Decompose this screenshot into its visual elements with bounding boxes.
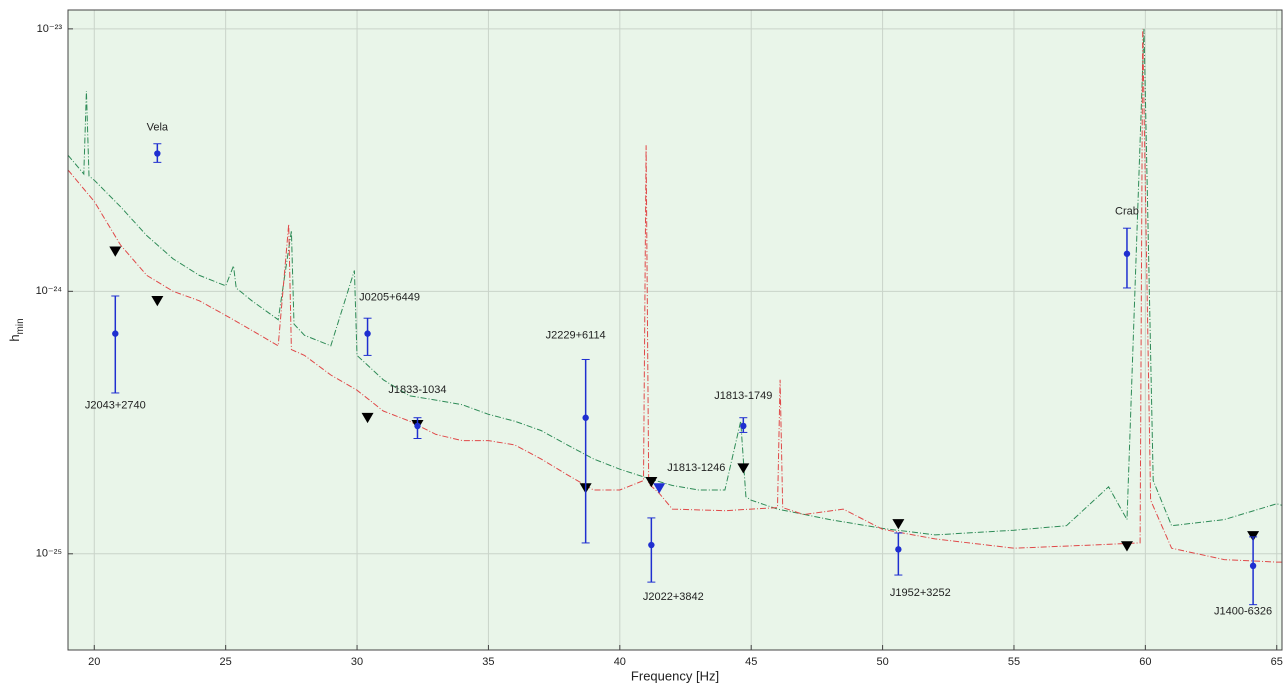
x-tick-label: 35	[482, 656, 494, 668]
x-axis-label: Frequency [Hz]	[631, 668, 719, 683]
pulsar-point	[740, 422, 747, 430]
pulsar-label: Vela	[147, 121, 169, 133]
upper-limit	[653, 483, 666, 494]
y-axis-label-sub: min	[15, 318, 26, 334]
upper-limit	[892, 519, 905, 530]
y-tick-label: 10⁻²³	[37, 23, 63, 35]
pulsar-label: J1813-1749	[714, 390, 772, 402]
upper-limit	[361, 412, 374, 424]
pulsar-label: J1952+3252	[890, 587, 951, 599]
pulsar-point	[895, 546, 902, 553]
upper-limit	[151, 296, 164, 307]
pulsar-label: J0205+6449	[359, 292, 420, 304]
plot-area	[68, 10, 1282, 650]
y-tick-label: 10⁻²⁵	[36, 548, 62, 560]
pulsar-point	[154, 150, 161, 157]
pulsar-point	[582, 414, 589, 421]
grid	[68, 10, 1282, 650]
pulsar-point	[648, 541, 655, 549]
x-tick-label: 25	[220, 656, 232, 668]
pulsar-label: J1833-1034	[388, 384, 446, 396]
pulsar-point	[414, 422, 421, 430]
x-tick-label: 65	[1271, 656, 1283, 668]
x-tick-label: 20	[88, 656, 100, 668]
pulsar-point	[1123, 250, 1131, 257]
pulsar-point	[364, 330, 371, 337]
y-tick-label: 10⁻²⁴	[36, 285, 63, 297]
x-tick-label: 40	[614, 656, 626, 668]
pulsar-label: J2043+2740	[85, 400, 146, 412]
plot-frame	[67, 9, 1283, 651]
marks	[68, 28, 1282, 606]
pulsar-label: Crab	[1115, 206, 1139, 218]
x-tick-label: 30	[351, 656, 363, 668]
upper-limit	[1120, 541, 1133, 552]
pulsar-label: J1400-6326	[1214, 606, 1272, 618]
pulsar-label: J2229+6114	[546, 330, 606, 342]
pulsar-label: J1813-1246	[667, 462, 725, 474]
x-tick-label: 50	[876, 656, 888, 668]
x-tick-label: 60	[1139, 656, 1151, 668]
pulsar-label: J2022+3842	[643, 591, 704, 603]
pulsar-point	[112, 330, 119, 337]
pulsar-point	[1249, 562, 1257, 570]
y-axis-label: hmin	[7, 318, 25, 341]
noise-curve	[68, 28, 1282, 536]
upper-limit	[645, 477, 658, 488]
upper-limit	[109, 246, 122, 257]
x-tick-label: 45	[745, 656, 757, 668]
y-axis-label-main: h	[7, 334, 22, 341]
upper-limit	[737, 463, 750, 474]
x-tick-label: 55	[1008, 656, 1020, 668]
upper-limit	[1247, 531, 1260, 542]
noise-curve	[68, 28, 1282, 563]
